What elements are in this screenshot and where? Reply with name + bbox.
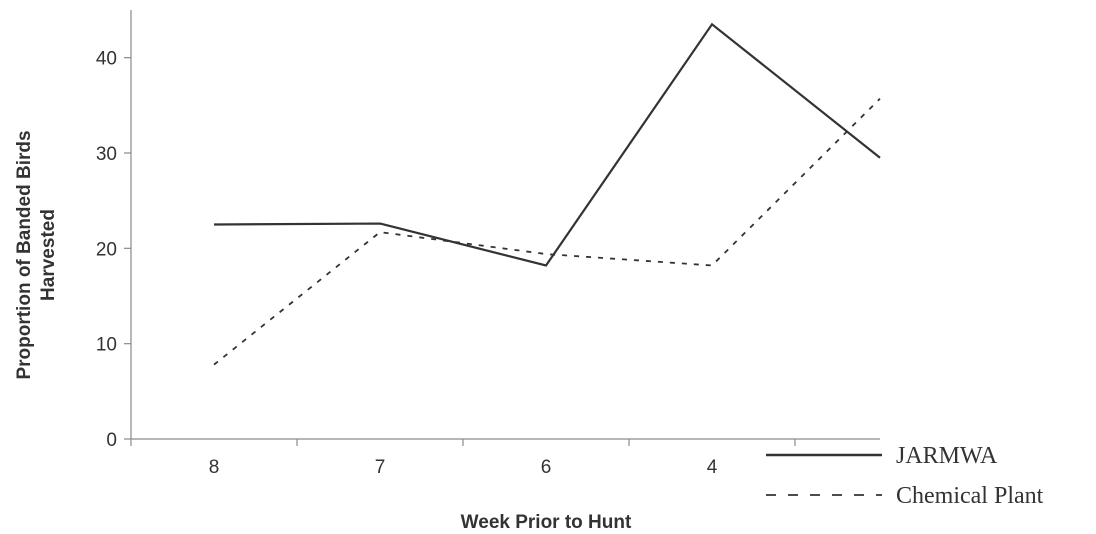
y-axis-title: Proportion of Banded Birds Harvested	[14, 130, 59, 379]
legend: JARMWA Chemical Plant	[766, 443, 1044, 509]
series-line-jarmwa	[213, 22, 881, 267]
x-tick-label: 8	[209, 457, 220, 478]
series-line-chemical-plant	[213, 98, 881, 366]
x-tick-label: 4	[707, 457, 718, 478]
x-axis: 8 7 6 4	[130, 438, 880, 478]
y-tick-label: 30	[96, 144, 117, 165]
plot-area	[213, 22, 881, 366]
x-tick-label: 6	[541, 457, 552, 478]
x-tick-label: 7	[375, 457, 386, 478]
y-axis: 0 10 20 30 40	[96, 10, 132, 451]
y-axis-title-line-1: Proportion of Banded Birds	[14, 130, 35, 379]
legend-label: JARMWA	[896, 443, 998, 469]
y-tick-label: 20	[96, 239, 117, 260]
y-tick-label: 0	[106, 430, 117, 451]
y-tick-label: 40	[96, 49, 117, 70]
y-axis-title-line-2: Harvested	[38, 209, 59, 301]
y-tick-label: 10	[96, 335, 117, 356]
legend-label: Chemical Plant	[896, 483, 1044, 509]
x-axis-title: Week Prior to Hunt	[461, 512, 632, 533]
